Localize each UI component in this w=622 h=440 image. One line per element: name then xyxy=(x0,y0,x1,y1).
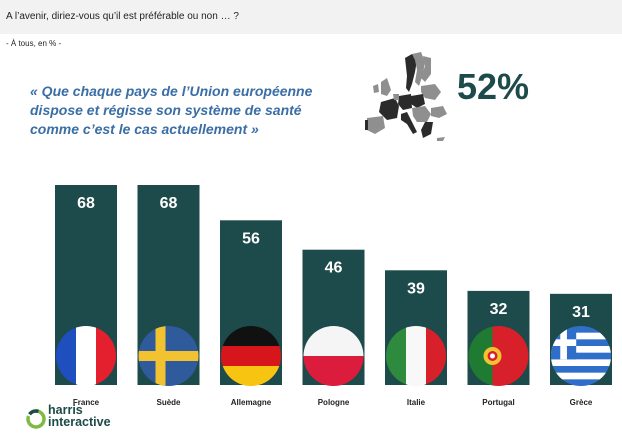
logo-text: harris interactive xyxy=(48,403,111,429)
bar-group: 56 Allemagne xyxy=(220,220,282,407)
bar-group: 39 Italie xyxy=(385,270,447,407)
flag-cross xyxy=(138,351,199,361)
germany-flag-icon xyxy=(221,326,281,386)
flag-band xyxy=(221,326,281,346)
logo-line1: harris xyxy=(48,403,83,417)
question-header xyxy=(0,0,622,34)
flag-band xyxy=(406,326,426,386)
overall-percentage: 52% xyxy=(457,66,530,107)
data-label: 39 xyxy=(407,280,425,297)
flag-band xyxy=(221,366,281,386)
category-label: Allemagne xyxy=(231,398,272,407)
flag-stripe xyxy=(551,339,611,347)
bar-group: 32 Portugal xyxy=(467,290,530,407)
flag-stripe xyxy=(551,352,611,360)
flag-band xyxy=(76,326,96,386)
logo-mark-icon xyxy=(26,409,46,429)
flag-band xyxy=(56,326,76,386)
italy-flag-icon xyxy=(386,326,446,386)
flag-stripe xyxy=(551,346,611,354)
category-label: Grèce xyxy=(570,398,593,407)
flag-canton-cross xyxy=(560,326,567,360)
data-label: 56 xyxy=(242,230,260,247)
bar-group: 46 Pologne xyxy=(302,249,365,407)
data-label: 32 xyxy=(490,301,508,318)
bar-group: 68 Suède xyxy=(137,185,200,407)
quote-text: « Que chaque pays de l’Union européenne … xyxy=(30,83,313,137)
flag-band xyxy=(221,346,281,366)
europe-map-icon xyxy=(365,52,447,141)
category-label: Italie xyxy=(407,398,426,407)
flag-stripe xyxy=(551,372,611,380)
flag-band xyxy=(426,326,446,386)
data-label: 46 xyxy=(325,260,343,277)
question-text: A l’avenir, diriez-vous qu’il est préfér… xyxy=(6,11,239,22)
flag-stripe xyxy=(551,379,611,386)
category-label: Suède xyxy=(156,398,181,407)
category-label: France xyxy=(73,398,100,407)
flag-stripe xyxy=(551,366,611,374)
flag-stripe xyxy=(551,326,611,334)
bar-group: 68 France xyxy=(55,185,117,407)
category-label: Pologne xyxy=(318,398,350,407)
data-label: 68 xyxy=(160,195,178,212)
flag-band xyxy=(96,326,116,386)
data-label: 68 xyxy=(77,195,95,212)
base-text: - À tous, en % - xyxy=(6,39,62,48)
sweden-flag-icon xyxy=(138,326,199,386)
greece-flag-icon xyxy=(551,326,611,386)
logo-line2: interactive xyxy=(48,415,111,429)
france-flag-icon xyxy=(56,326,116,386)
poland-flag-icon xyxy=(303,326,364,386)
flag-stripe xyxy=(551,332,611,340)
harris-interactive-logo: harris interactive xyxy=(26,404,136,434)
flag-band xyxy=(386,326,406,386)
category-label: Portugal xyxy=(482,398,514,407)
flag-emblem xyxy=(490,353,495,359)
bar-group: 31 Grèce xyxy=(550,293,612,407)
flag-stripe xyxy=(551,359,611,367)
data-label: 31 xyxy=(572,304,590,321)
flag-cross xyxy=(155,326,166,386)
